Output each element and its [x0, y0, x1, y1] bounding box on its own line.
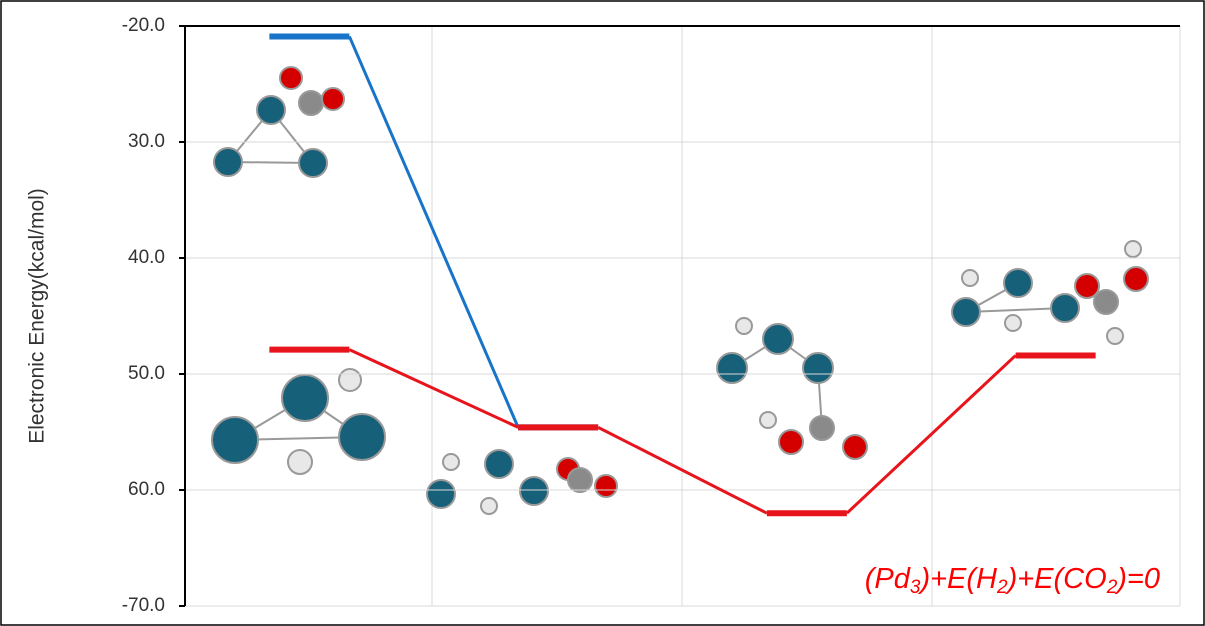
annotation-sub: 3	[910, 577, 921, 598]
y-tick-label: 60.0	[128, 479, 165, 500]
annotation-text: )+E(H	[917, 563, 997, 595]
chart: Electronic Energy(kcal/mol) (Pd3)+E(H2)+…	[0, 0, 1205, 626]
y-axis-title: Electronic Energy(kcal/mol)	[26, 188, 49, 444]
annotation-text: )=0	[1114, 563, 1160, 595]
y-tick-label: -70.0	[122, 595, 165, 616]
y-tick-label: 30.0	[128, 131, 165, 152]
y-tick-label: 50.0	[128, 363, 165, 384]
annotation-text: )+E(CO	[1005, 563, 1107, 595]
y-tick-label: 40.0	[128, 247, 165, 268]
frame	[1, 1, 1204, 625]
y-tick-label: -20.0	[122, 15, 165, 36]
annotation-text: (Pd	[865, 563, 911, 595]
annotation-sub: 2	[996, 577, 1008, 598]
annotation-sub: 2	[1106, 577, 1118, 598]
